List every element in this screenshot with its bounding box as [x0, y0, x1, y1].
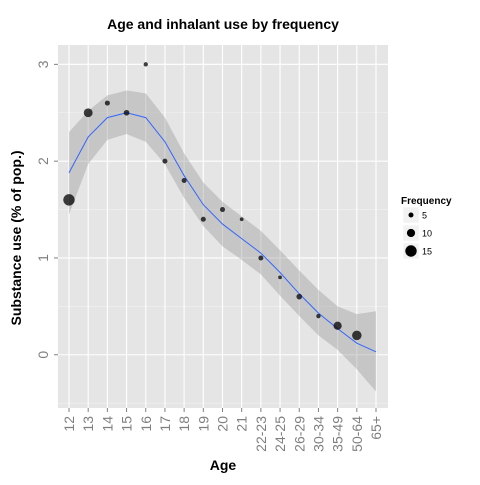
x-axis-label: Age: [210, 457, 237, 473]
data-point: [63, 194, 75, 206]
legend-title: Frequency: [401, 196, 452, 207]
legend-label: 10: [422, 229, 432, 239]
x-tick-label: 13: [80, 416, 96, 432]
x-tick-label: 18: [176, 416, 192, 432]
data-point: [83, 108, 93, 118]
legend-point: [406, 228, 416, 238]
x-tick-label: 16: [138, 416, 154, 432]
y-tick-label: 0: [35, 351, 51, 359]
data-point: [296, 293, 303, 300]
x-tick-label: 24-25: [272, 416, 288, 452]
legend-point: [408, 212, 414, 218]
data-point: [162, 158, 168, 164]
data-point: [333, 321, 342, 330]
data-point: [123, 109, 130, 116]
x-tick-label: 35-49: [330, 416, 346, 452]
confidence-band: [69, 90, 376, 392]
chart-title: Age and inhalant use by frequency: [107, 16, 339, 32]
x-tick-label: 50-64: [349, 416, 365, 452]
data-point: [143, 62, 148, 67]
smooth-line: [68, 112, 377, 353]
y-tick-label: 3: [35, 60, 51, 68]
y-tick-label: 1: [35, 254, 51, 262]
x-tick-label: 14: [99, 416, 115, 432]
y-tick-label: 2: [35, 157, 51, 165]
x-tick-label: 19: [195, 416, 211, 432]
legend: 5 10 15: [402, 206, 432, 260]
x-tick-label: 65+: [368, 416, 384, 440]
x-tick-label: 21: [234, 416, 250, 432]
data-point: [258, 255, 264, 261]
data-point: [181, 178, 187, 184]
data-point: [352, 330, 362, 341]
data-point: [239, 217, 244, 222]
data-point: [278, 275, 282, 280]
legend-point: [405, 245, 417, 257]
data-point: [220, 207, 225, 213]
x-tick-label: 12: [61, 416, 77, 432]
x-tick-label: 20: [215, 416, 231, 432]
x-tick-label: 26-29: [291, 416, 307, 452]
data-point: [200, 216, 206, 222]
data-point: [104, 100, 110, 106]
data-point: [316, 313, 321, 319]
x-tick-label: 15: [119, 416, 135, 432]
x-tick-label: 17: [157, 416, 173, 432]
y-axis-label: Substance use (% of pop.): [8, 150, 24, 325]
x-tick-label: 30-34: [310, 416, 326, 452]
legend-label: 5: [422, 211, 427, 221]
legend-label: 15: [422, 247, 432, 257]
x-tick-label: 22-23: [253, 416, 269, 452]
